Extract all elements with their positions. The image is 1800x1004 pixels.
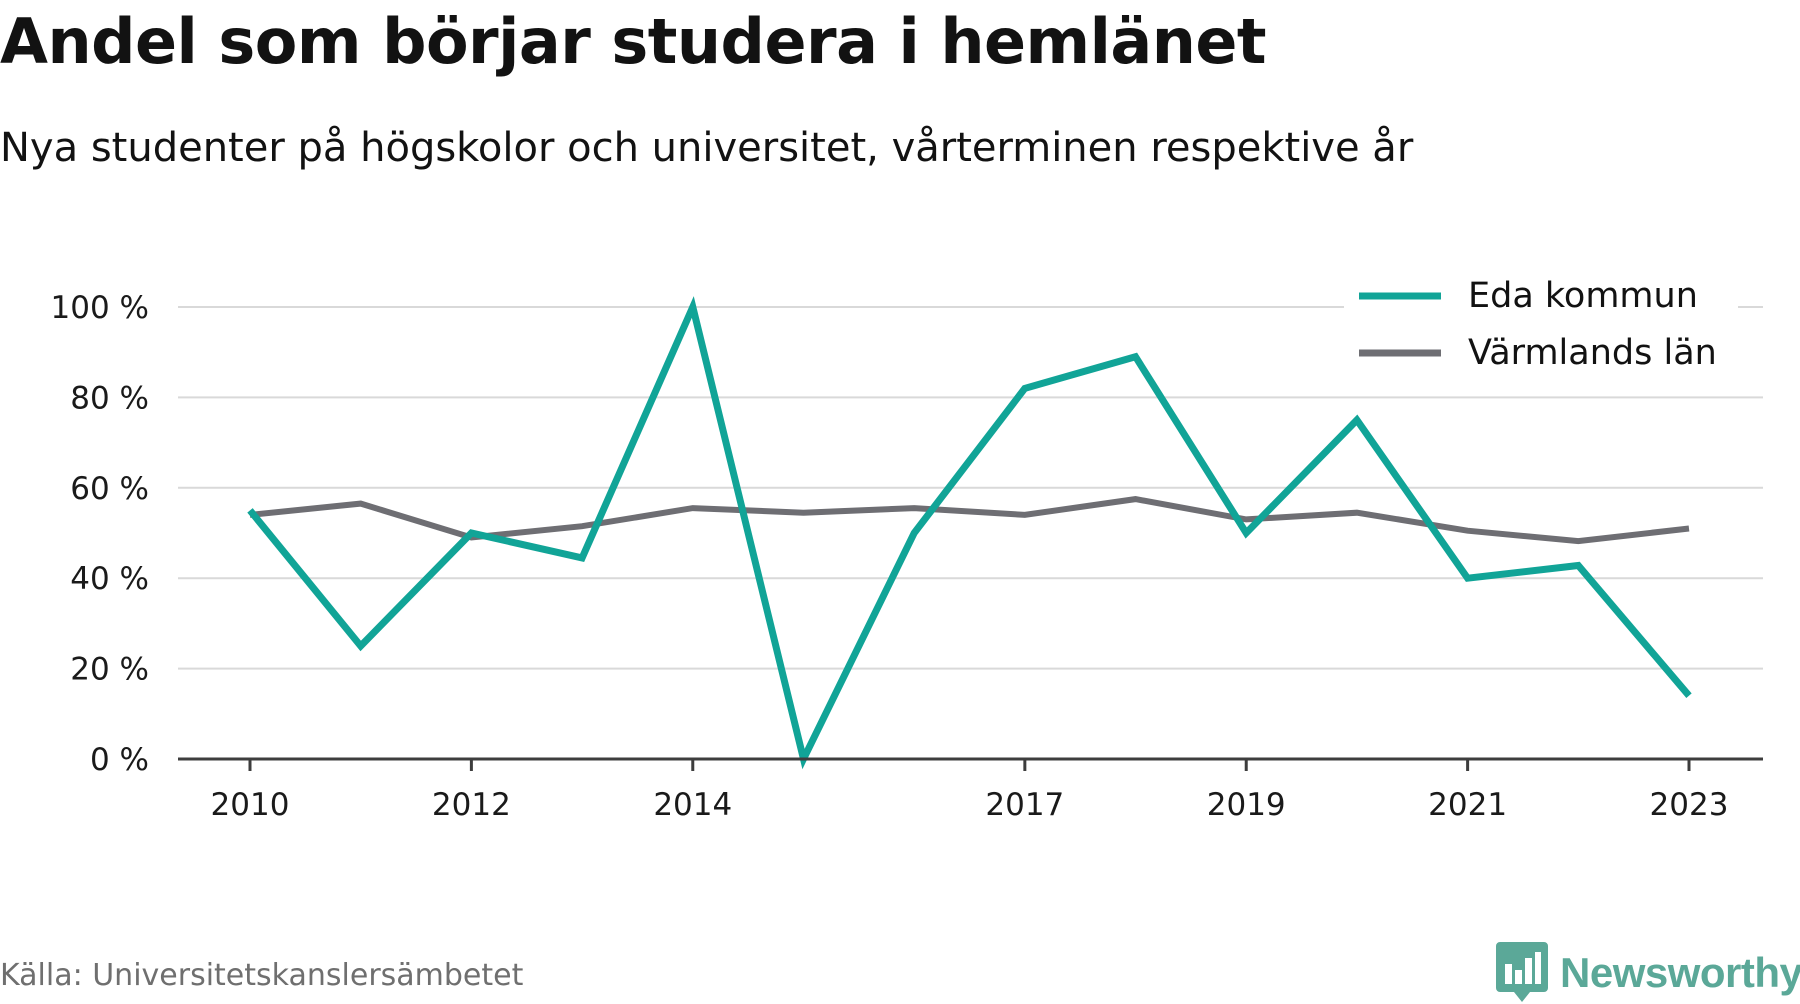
newsworthy-brand: Newsworthy	[1496, 942, 1800, 1004]
y-tick-label-80: 80 %	[70, 380, 149, 416]
series-lines	[247, 296, 1692, 770]
chart-subtitle: Nya studenter på högskolor och universit…	[0, 125, 1414, 171]
x-axis: 2010 2012 2014 2017 2019 2021 2023	[178, 757, 1763, 823]
x-tick-label-2010: 2010	[211, 787, 290, 823]
legend: Eda kommun Värmlands län	[1344, 268, 1738, 373]
source-note: Källa: Universitetskanslersämbetet	[0, 958, 524, 993]
x-tick-label-2019: 2019	[1207, 787, 1286, 823]
y-tick-label-60: 60 %	[70, 471, 149, 507]
legend-label-varmlands-lan: Värmlands län	[1468, 333, 1717, 373]
series-line-eda-kommun	[247, 296, 1692, 770]
x-tick-label-2014: 2014	[653, 787, 732, 823]
x-tick-label-2021: 2021	[1428, 787, 1507, 823]
chart-title: Andel som börjar studera i hemlänet	[0, 5, 1267, 78]
x-tick-label-2012: 2012	[432, 787, 511, 823]
y-axis-tick-labels: 0 % 20 % 40 % 60 % 80 % 100 %	[51, 290, 149, 778]
y-tick-label-40: 40 %	[70, 561, 149, 597]
y-tick-label-0: 0 %	[90, 742, 149, 778]
y-tick-label-20: 20 %	[70, 652, 149, 688]
y-tick-label-100: 100 %	[51, 290, 149, 326]
x-tick-label-2017: 2017	[985, 787, 1064, 823]
legend-label-eda-kommun: Eda kommun	[1468, 276, 1698, 316]
legend-background	[1344, 268, 1738, 308]
newsworthy-chat-bars-icon	[1496, 942, 1548, 1002]
brand-name: Newsworthy	[1560, 949, 1800, 996]
x-tick-label-2023: 2023	[1650, 787, 1729, 823]
